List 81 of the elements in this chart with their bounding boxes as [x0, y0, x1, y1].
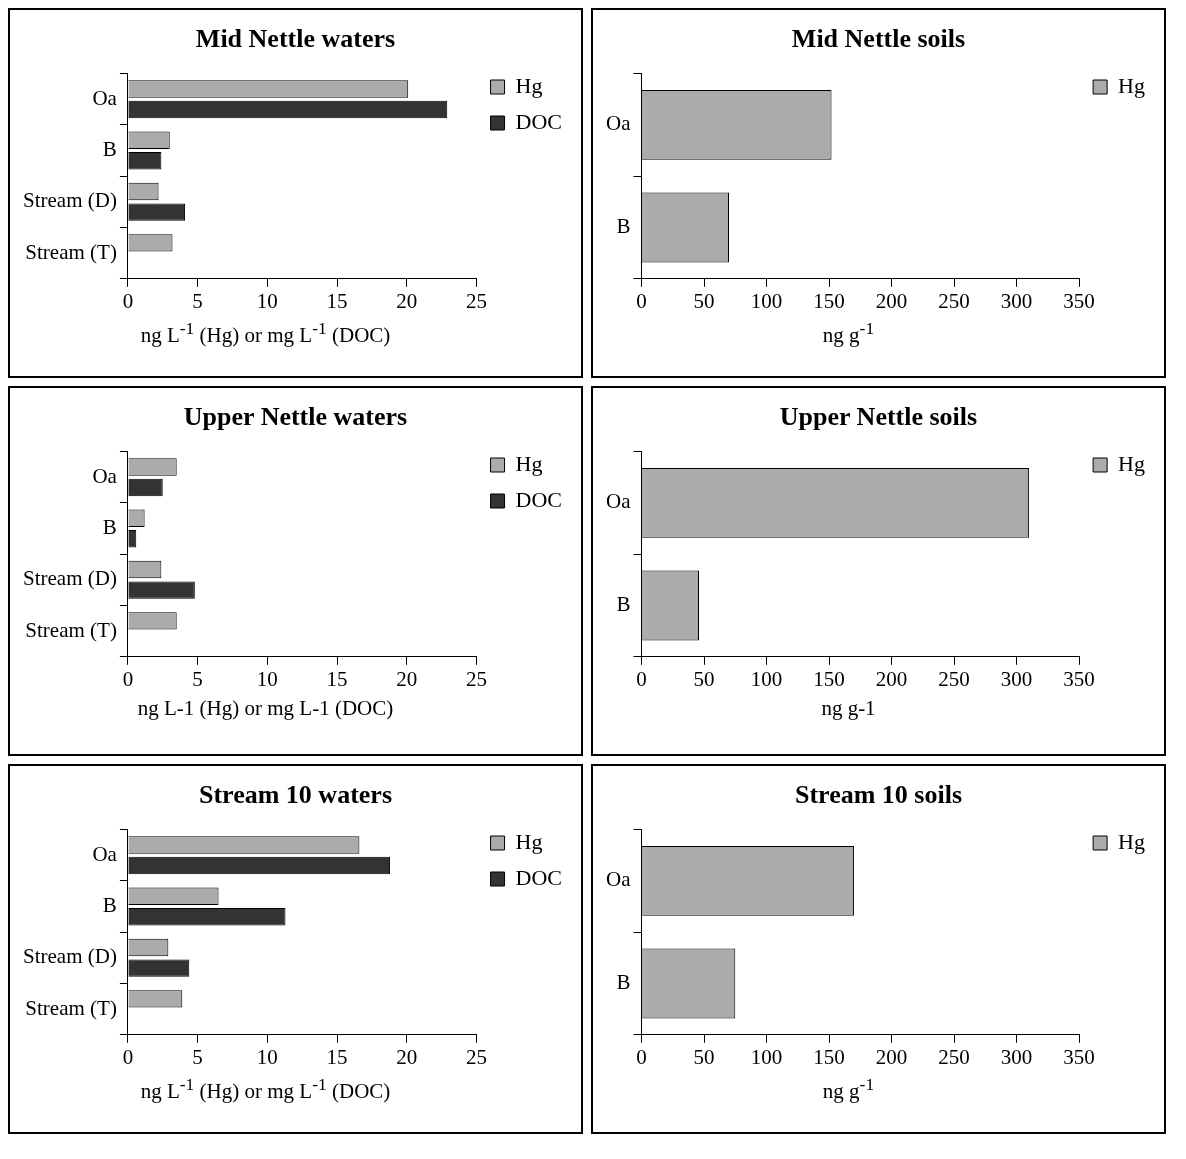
x-tick-label: 20	[395, 288, 417, 313]
x-axis-title: ng L$^{-1}$ (Hg) or mg L$^{-1}$ (DOC)	[140, 318, 391, 348]
x-tick-label: 200	[875, 1044, 907, 1069]
y-tick-label: Stream (T)	[24, 239, 117, 264]
y-tick-label: B	[102, 137, 117, 162]
legend-label: DOC	[515, 864, 562, 890]
chart-title: Stream 10 soils	[794, 780, 963, 810]
x-tick-label: 25	[465, 666, 487, 691]
legend-label: DOC	[515, 108, 562, 134]
y-tick-label: Oa	[91, 841, 118, 866]
x-axis-title: ng L-1 (Hg) or mg L-1 (DOC)	[137, 696, 394, 721]
legend-label: DOC	[515, 486, 562, 512]
x-tick-label: 5	[191, 288, 203, 313]
x-tick-label: 5	[191, 1044, 203, 1069]
x-tick-label: 15	[326, 666, 348, 691]
x-tick-label: 200	[875, 666, 907, 691]
x-axis-title: ng g$^{-1}$	[822, 1074, 875, 1104]
x-axis-title: ng L$^{-1}$ (Hg) or mg L$^{-1}$ (DOC)	[140, 1074, 391, 1104]
y-tick-label: Oa	[91, 85, 118, 110]
y-tick-label: Stream (D)	[22, 566, 117, 591]
x-tick-label: 25	[465, 1044, 487, 1069]
x-tick-label: 50	[693, 666, 714, 691]
x-tick-label: 0	[122, 288, 133, 313]
x-tick-label: 0	[122, 1044, 133, 1069]
x-tick-label: 250	[937, 1044, 970, 1069]
x-tick-label: 100	[750, 288, 782, 313]
x-tick-label: 200	[875, 288, 907, 313]
y-tick-label: B	[615, 592, 630, 617]
chart-title: Upper Nettle soils	[779, 402, 978, 432]
x-tick-label: 100	[750, 666, 782, 691]
x-axis-title: ng g$^{-1}$	[822, 318, 875, 348]
x-tick-label: 5	[191, 666, 203, 691]
x-tick-label: 300	[1000, 666, 1032, 691]
legend-label: Hg	[515, 450, 542, 476]
x-tick-label: 350	[1062, 288, 1095, 313]
x-tick-label: 10	[256, 666, 278, 691]
x-tick-label: 300	[1000, 288, 1032, 313]
x-tick-label: 20	[395, 1044, 417, 1069]
y-tick-label: B	[102, 893, 117, 918]
x-tick-label: 350	[1062, 1044, 1095, 1069]
x-tick-label: 0	[635, 288, 647, 313]
x-tick-label: 250	[937, 288, 970, 313]
x-tick-label: 150	[812, 288, 845, 313]
y-tick-label: B	[102, 515, 117, 540]
y-tick-label: B	[615, 214, 630, 239]
legend-label: Hg	[1117, 450, 1145, 476]
x-tick-label: 15	[326, 288, 348, 313]
x-tick-label: 25	[465, 288, 487, 313]
chart-title: Mid Nettle soils	[791, 24, 966, 54]
x-tick-label: 0	[635, 666, 647, 691]
x-tick-label: 20	[395, 666, 417, 691]
legend-label: Hg	[515, 72, 542, 98]
y-tick-label: Oa	[605, 489, 631, 514]
y-tick-label: Stream (T)	[24, 617, 117, 642]
x-tick-label: 250	[937, 666, 970, 691]
x-tick-label: 300	[1000, 1044, 1032, 1069]
x-tick-label: 0	[122, 666, 133, 691]
x-tick-label: 150	[812, 666, 845, 691]
x-tick-label: 0	[635, 1044, 647, 1069]
chart-title: Upper Nettle waters	[183, 402, 408, 432]
chart-title: Stream 10 waters	[198, 780, 393, 810]
x-tick-label: 10	[256, 1044, 278, 1069]
y-tick-label: Oa	[91, 463, 118, 488]
y-tick-label: Oa	[605, 867, 631, 892]
y-tick-label: B	[615, 970, 630, 995]
x-tick-label: 150	[812, 1044, 845, 1069]
legend-label: Hg	[1117, 828, 1145, 854]
chart-title: Mid Nettle waters	[195, 24, 396, 54]
y-tick-label: Stream (T)	[24, 995, 117, 1020]
x-tick-label: 50	[693, 288, 714, 313]
legend-label: Hg	[1117, 72, 1145, 98]
y-tick-label: Stream (D)	[22, 188, 117, 213]
x-tick-label: 350	[1062, 666, 1095, 691]
x-tick-label: 100	[750, 1044, 782, 1069]
x-tick-label: 15	[326, 1044, 348, 1069]
x-tick-label: 10	[256, 288, 278, 313]
x-tick-label: 50	[693, 1044, 714, 1069]
legend-label: Hg	[515, 828, 542, 854]
y-tick-label: Stream (D)	[22, 944, 117, 969]
y-tick-label: Oa	[605, 111, 631, 136]
x-axis-title: ng g-1	[821, 696, 876, 721]
